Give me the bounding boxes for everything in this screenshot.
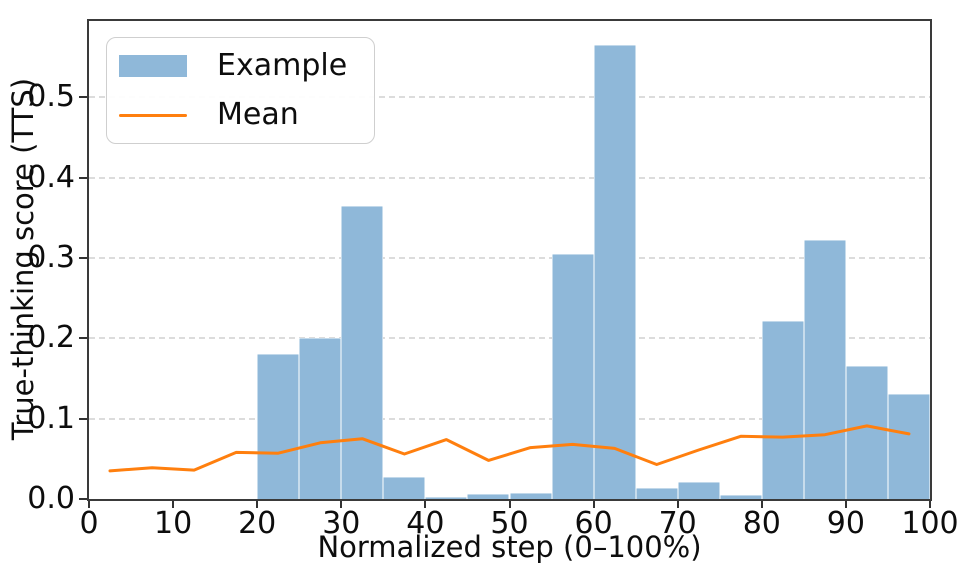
x-tick-label: 30 xyxy=(322,506,361,541)
x-tick-label: 90 xyxy=(826,506,865,541)
y-tick-mark xyxy=(79,337,87,340)
x-tick-label: 70 xyxy=(658,506,697,541)
histogram-bar xyxy=(803,240,846,499)
x-tick-mark xyxy=(256,501,259,508)
x-tick-mark xyxy=(592,501,595,508)
histogram-bar xyxy=(299,337,342,499)
x-tick-mark xyxy=(929,501,931,508)
legend-item-mean: Mean xyxy=(119,94,374,138)
y-tick-label: 0.5 xyxy=(27,79,75,115)
x-tick-mark xyxy=(340,501,343,508)
mean-polyline xyxy=(108,424,911,473)
x-tick-mark xyxy=(88,501,90,508)
y-tick-mark xyxy=(79,417,87,420)
histogram-bar xyxy=(887,393,930,499)
histogram-bar xyxy=(635,487,678,499)
bar-swatch xyxy=(119,54,187,77)
histogram-bar xyxy=(845,366,888,499)
x-tick-mark xyxy=(844,501,847,508)
y-tick-label: 0.2 xyxy=(27,320,75,356)
x-tick-label: 60 xyxy=(574,506,613,541)
x-tick-label: 80 xyxy=(742,506,781,541)
x-tick-mark xyxy=(760,501,763,508)
line-swatch xyxy=(119,113,187,117)
y-tick-mark xyxy=(79,256,87,259)
mean-line xyxy=(108,424,911,473)
x-tick-label: 0 xyxy=(79,506,99,541)
y-axis-label: True-thinking score (TTS) xyxy=(6,77,40,441)
legend: Example Mean xyxy=(106,37,375,144)
y-tick-mark xyxy=(79,96,87,99)
y-tick-label: 0.3 xyxy=(27,239,75,275)
histogram-bar xyxy=(383,477,426,499)
y-tick-label: 0.0 xyxy=(27,481,75,516)
histogram-bar xyxy=(719,494,762,499)
x-tick-label: 20 xyxy=(238,506,277,541)
histogram-bar xyxy=(467,494,510,499)
histogram-bar xyxy=(593,45,636,499)
histogram-bar xyxy=(341,205,384,499)
x-tick-label: 40 xyxy=(406,506,445,541)
legend-line-icon xyxy=(119,113,187,117)
histogram-bar xyxy=(677,482,720,499)
x-tick-label: 50 xyxy=(490,506,529,541)
x-tick-label: 10 xyxy=(154,506,193,541)
histogram-bar xyxy=(425,496,468,499)
x-axis-label: Normalized step (0–100%) xyxy=(317,530,702,564)
histogram-bar xyxy=(761,320,804,499)
y-tick-label: 0.4 xyxy=(27,159,75,195)
histogram-bar xyxy=(551,253,594,499)
histogram-bar xyxy=(509,493,552,499)
y-tick-mark xyxy=(79,176,87,179)
legend-label: Example xyxy=(217,47,348,83)
y-tick-label: 0.1 xyxy=(27,400,75,436)
legend-patch-icon xyxy=(119,54,187,77)
legend-item-example: Example xyxy=(119,44,374,88)
x-tick-mark xyxy=(508,501,511,508)
x-tick-mark xyxy=(676,501,679,508)
x-tick-mark xyxy=(424,501,427,508)
histogram-bar xyxy=(257,354,300,499)
x-tick-label: 100 xyxy=(901,506,957,541)
plot-area: 0 10 20 30 40 50 60 70 80 90 100 0.0 0.1 0.2 0.3 0.4 0.5… xyxy=(27,19,957,541)
legend-label: Mean xyxy=(217,97,299,133)
x-tick-mark xyxy=(172,501,175,508)
y-tick-mark xyxy=(79,498,87,500)
